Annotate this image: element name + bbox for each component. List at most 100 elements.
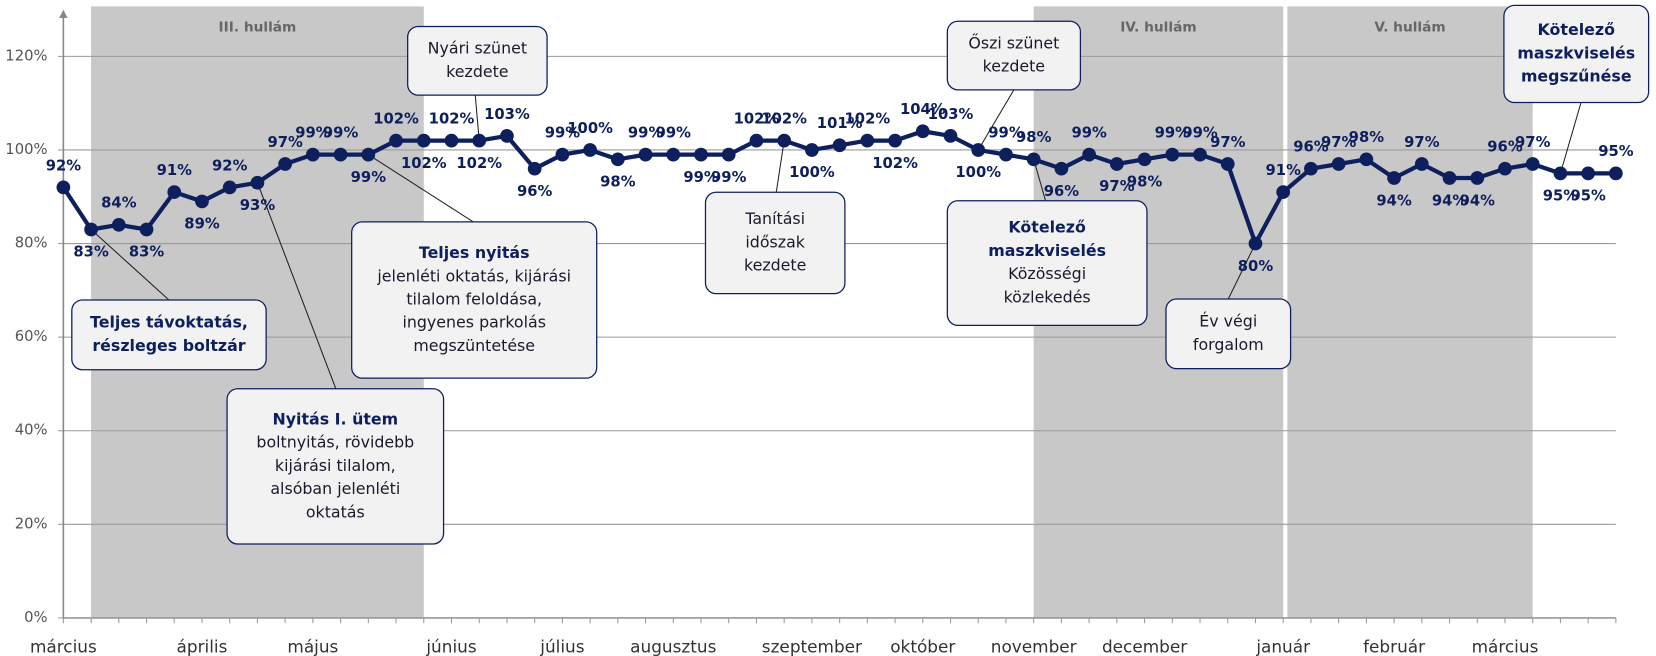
- annotation-pointer: [1227, 243, 1256, 300]
- data-label: 95%: [1570, 188, 1606, 205]
- annotation-text: Őszi szünet: [968, 32, 1059, 52]
- data-point: [84, 222, 98, 237]
- annotation-text: alsóban jelenléti: [270, 479, 400, 498]
- data-label-value: 98: [1127, 174, 1148, 191]
- data-label-value: 102: [429, 110, 460, 127]
- data-point: [1248, 236, 1263, 251]
- annotation-text: kezdete: [744, 256, 806, 275]
- data-label: 99%: [1182, 125, 1218, 142]
- x-tick-label: március: [30, 636, 97, 656]
- data-point: [1165, 147, 1180, 162]
- data-label: 83%: [129, 244, 165, 261]
- data-label: 83%: [73, 244, 109, 261]
- data-label: 99%: [656, 125, 692, 142]
- data-label-value: 89: [184, 216, 205, 233]
- data-point: [361, 147, 376, 162]
- data-label: 98%: [1016, 129, 1052, 146]
- data-label-value: 95: [1543, 188, 1564, 205]
- data-label-unit: %: [959, 106, 974, 123]
- data-label-value: 99: [295, 125, 316, 142]
- data-label: 103%: [928, 106, 974, 123]
- data-label: 98%: [1127, 174, 1163, 191]
- data-label: 92%: [212, 157, 248, 174]
- data-label-value: 99: [351, 169, 372, 186]
- annotation-pointer: [90, 229, 170, 301]
- annotation-text: időszak: [745, 232, 805, 251]
- data-label-unit: %: [732, 169, 747, 186]
- data-label-value: 97: [1321, 134, 1342, 151]
- data-label-unit: %: [598, 120, 613, 137]
- data-label-unit: %: [1425, 134, 1440, 151]
- annotation-box: [946, 20, 1082, 91]
- annotation-box: [1503, 4, 1650, 104]
- data-label-value: 94: [1432, 192, 1453, 209]
- data-point: [1026, 152, 1041, 167]
- data-label-value: 99: [711, 169, 732, 186]
- data-point: [250, 175, 265, 190]
- data-point: [111, 217, 126, 232]
- annotation-pointer: [368, 154, 474, 223]
- data-label: 102%: [761, 110, 807, 127]
- data-label: 99%: [545, 125, 581, 142]
- data-label-unit: %: [565, 125, 580, 142]
- data-label-value: 97: [1515, 134, 1536, 151]
- data-label: 99%: [323, 125, 359, 142]
- data-label-value: 102: [401, 155, 432, 172]
- annotation-box: [946, 200, 1148, 326]
- data-label-unit: %: [122, 195, 137, 212]
- data-point: [832, 138, 847, 153]
- data-label: 95%: [1598, 143, 1634, 160]
- data-label-value: 104: [900, 101, 931, 118]
- annotation-box: [71, 299, 267, 371]
- data-label-value: 97: [1099, 178, 1120, 195]
- annotation-text: Nyári szünet: [428, 39, 527, 58]
- data-label: 102%: [734, 110, 780, 127]
- data-point: [527, 161, 542, 176]
- data-point: [1304, 161, 1318, 176]
- data-label: 99%: [351, 169, 387, 186]
- data-label: 100%: [789, 164, 835, 181]
- data-label-unit: %: [404, 110, 419, 127]
- data-label: 94%: [1376, 192, 1412, 209]
- data-point: [1498, 161, 1512, 176]
- annotation-pointer: [977, 89, 1015, 151]
- data-point: [1414, 157, 1429, 171]
- y-tick-label: 80%: [15, 235, 48, 252]
- data-label-unit: %: [1258, 258, 1273, 275]
- annotation-text: megszűnése: [1521, 67, 1632, 86]
- annotation-text: oktatás: [306, 502, 365, 521]
- data-label-unit: %: [931, 101, 946, 118]
- annotation-text: Kötelező: [1538, 20, 1616, 39]
- data-label-value: 102: [456, 155, 487, 172]
- data-label-value: 99: [683, 169, 704, 186]
- data-label-value: 83: [73, 244, 94, 261]
- data-point: [416, 133, 431, 148]
- y-tick-label: 120%: [5, 47, 47, 64]
- data-label: 99%: [295, 125, 331, 142]
- data-point: [805, 143, 819, 157]
- data-label-unit: %: [1231, 134, 1246, 151]
- data-label-value: 103: [928, 106, 959, 123]
- annotation-text: kezdete: [983, 57, 1045, 76]
- data-point: [222, 180, 237, 195]
- x-tick-label: augusztus: [630, 636, 716, 656]
- data-label-unit: %: [648, 125, 663, 142]
- data-label-value: 84: [101, 195, 122, 212]
- data-label: 91%: [157, 162, 193, 179]
- annotation-pointer: [474, 95, 480, 141]
- y-tick-label: 20%: [15, 515, 48, 532]
- data-label-value: 83: [129, 244, 150, 261]
- data-label-value: 98: [1016, 129, 1037, 146]
- data-label: 97%: [267, 134, 303, 151]
- y-tick-label: 40%: [15, 422, 48, 439]
- data-label-value: 100: [955, 164, 986, 181]
- data-label-unit: %: [460, 110, 475, 127]
- x-tick-label: július: [539, 636, 584, 656]
- annotation-text: részleges boltzár: [92, 336, 245, 355]
- data-label: 102%: [401, 155, 447, 172]
- data-label: 80%: [1238, 258, 1274, 275]
- annotation-text: maszkviselés: [988, 241, 1106, 260]
- data-point: [333, 147, 348, 162]
- data-label: 102%: [429, 110, 475, 127]
